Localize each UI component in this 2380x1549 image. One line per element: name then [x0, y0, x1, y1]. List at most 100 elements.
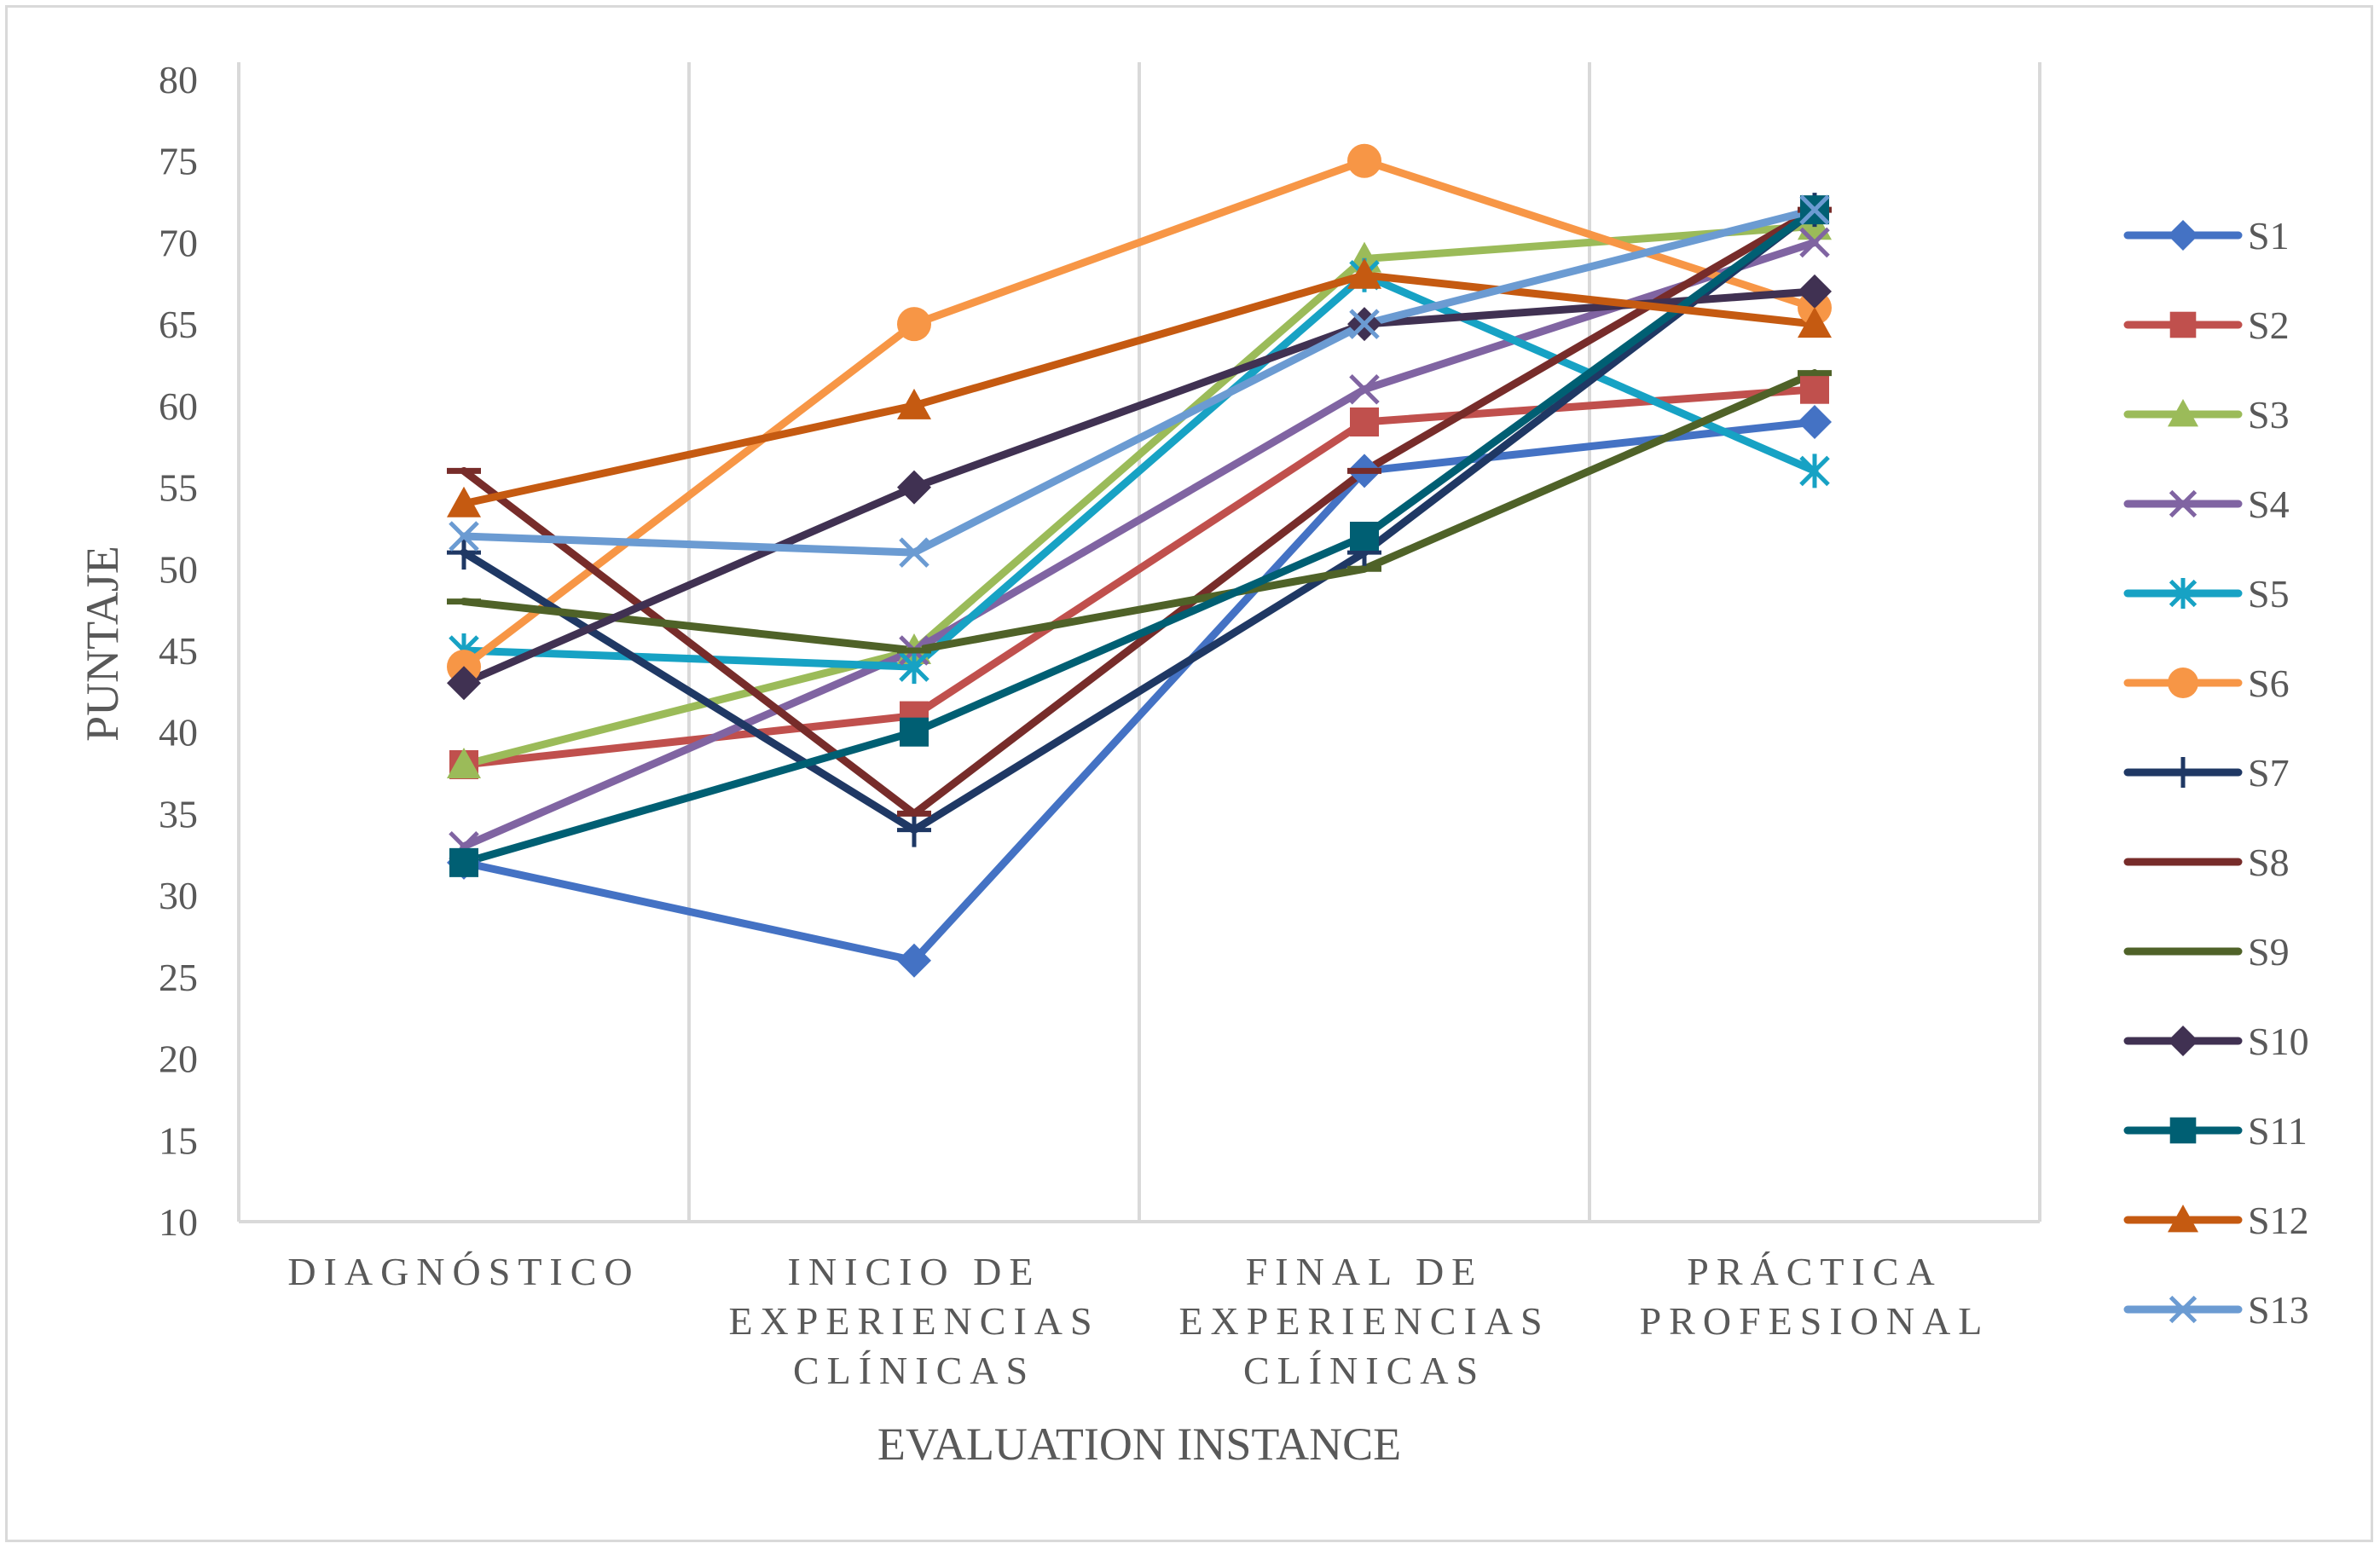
- x-category-label: PRÁCTICA: [1687, 1250, 1942, 1293]
- legend-item: S3: [2123, 393, 2290, 436]
- legend-label: S12: [2248, 1199, 2309, 1242]
- legend-item: S7: [2123, 751, 2290, 795]
- legend-label: S6: [2248, 662, 2290, 705]
- legend-label: S5: [2248, 572, 2290, 616]
- data-point: [2168, 757, 2198, 788]
- data-point: [2168, 1205, 2198, 1233]
- data-point: [1799, 194, 1830, 225]
- x-category-label: PROFESIONAL: [1640, 1299, 1990, 1343]
- data-point: [2169, 311, 2197, 338]
- legend-item: S13: [2123, 1288, 2309, 1332]
- y-tick-label: 60: [159, 384, 198, 428]
- y-tick-label: 45: [159, 629, 198, 673]
- legend-label: S3: [2248, 393, 2290, 436]
- series-line: [460, 271, 1819, 508]
- y-axis-tick-labels: 10 15 20 25 30 35 40 45 50 55 60 65 70 75 80: [159, 58, 198, 1244]
- chart-frame: [5, 5, 2373, 1542]
- y-tick-label: 25: [159, 956, 198, 999]
- legend: S1 S2 S3 S4 S5 S6 S7 S8 S9 S10 S11 S12 S13: [2123, 214, 2309, 1332]
- data-point: [1799, 227, 1830, 258]
- legend-item: S8: [2123, 841, 2290, 884]
- data-point: [897, 307, 931, 342]
- series-line: [460, 205, 1819, 867]
- y-tick-label: 70: [159, 221, 198, 264]
- series-line: [460, 205, 1819, 557]
- data-point: [2169, 578, 2198, 609]
- data-point: [447, 748, 481, 778]
- y-tick-label: 10: [159, 1200, 198, 1244]
- series-line: [460, 418, 1819, 965]
- legend-label: S7: [2248, 751, 2290, 795]
- legend-item: S4: [2123, 483, 2290, 526]
- legend-label: S2: [2248, 303, 2290, 347]
- data-point: [897, 388, 931, 419]
- legend-label: S1: [2248, 214, 2290, 257]
- data-point: [1350, 522, 1379, 551]
- data-point: [1347, 143, 1381, 178]
- legend-label: S10: [2248, 1020, 2309, 1063]
- data-point: [2169, 1117, 2197, 1144]
- data-point: [1799, 454, 1830, 488]
- data-point: [897, 812, 931, 847]
- legend-item: S2: [2123, 303, 2290, 347]
- data-point: [1800, 374, 1829, 404]
- x-category-label: EXPERIENCIAS: [1178, 1299, 1549, 1343]
- series-lines: [460, 157, 1819, 965]
- data-point: [2168, 220, 2198, 251]
- data-point: [1798, 274, 1832, 309]
- y-tick-label: 65: [159, 303, 198, 346]
- y-tick-label: 80: [159, 58, 198, 101]
- series-line: [460, 238, 1819, 851]
- series-line: [460, 385, 1819, 769]
- data-point: [1349, 373, 1380, 405]
- x-category-label: DIAGNÓSTICO: [287, 1250, 640, 1293]
- data-point: [2169, 1295, 2198, 1324]
- data-point: [2168, 668, 2198, 698]
- data-point: [1798, 307, 1832, 338]
- y-tick-label: 55: [159, 466, 198, 510]
- data-point: [1350, 407, 1379, 436]
- x-axis-title: EVALUATION INSTANCE: [877, 1419, 1401, 1470]
- data-point: [1798, 405, 1832, 439]
- y-tick-label: 35: [159, 792, 198, 835]
- data-point: [899, 537, 929, 568]
- data-point: [897, 943, 931, 978]
- x-category-label: EXPERIENCIAS: [728, 1299, 1099, 1343]
- data-point: [897, 470, 931, 505]
- series-line: [460, 205, 1819, 818]
- legend-item: S11: [2123, 1109, 2308, 1153]
- data-point: [2168, 399, 2198, 427]
- data-point: [447, 486, 481, 517]
- data-point: [449, 521, 479, 552]
- series-markers: [447, 143, 1832, 978]
- y-tick-label: 40: [159, 711, 198, 754]
- legend-label: S11: [2248, 1109, 2308, 1153]
- y-tick-label: 15: [159, 1118, 198, 1162]
- legend-item: S5: [2123, 572, 2290, 616]
- legend-label: S4: [2248, 483, 2290, 526]
- x-category-label: CLÍNICAS: [1243, 1349, 1485, 1392]
- y-axis-title: PUNTAJE: [77, 546, 128, 742]
- data-point: [447, 535, 481, 570]
- legend-item: S6: [2123, 662, 2290, 705]
- series-line: [460, 157, 1819, 671]
- y-tick-label: 20: [159, 1037, 198, 1081]
- legend-label: S13: [2248, 1288, 2309, 1332]
- data-point: [1349, 309, 1380, 339]
- legend-item: S12: [2123, 1199, 2309, 1242]
- vertical-gridlines: [237, 62, 2041, 1223]
- y-tick-label: 30: [159, 874, 198, 917]
- data-point: [447, 666, 481, 701]
- data-point: [2169, 489, 2198, 518]
- data-point: [1347, 257, 1381, 289]
- legend-item: S10: [2123, 1020, 2309, 1063]
- data-point: [900, 717, 929, 747]
- x-category-label: INICIO DE: [788, 1250, 1041, 1293]
- legend-label: S9: [2248, 930, 2290, 974]
- legend-label: S8: [2248, 841, 2290, 884]
- x-category-label: CLÍNICAS: [793, 1349, 1035, 1392]
- series-line: [460, 205, 1819, 835]
- x-category-label: FINAL DE: [1246, 1250, 1484, 1293]
- data-point: [449, 847, 478, 877]
